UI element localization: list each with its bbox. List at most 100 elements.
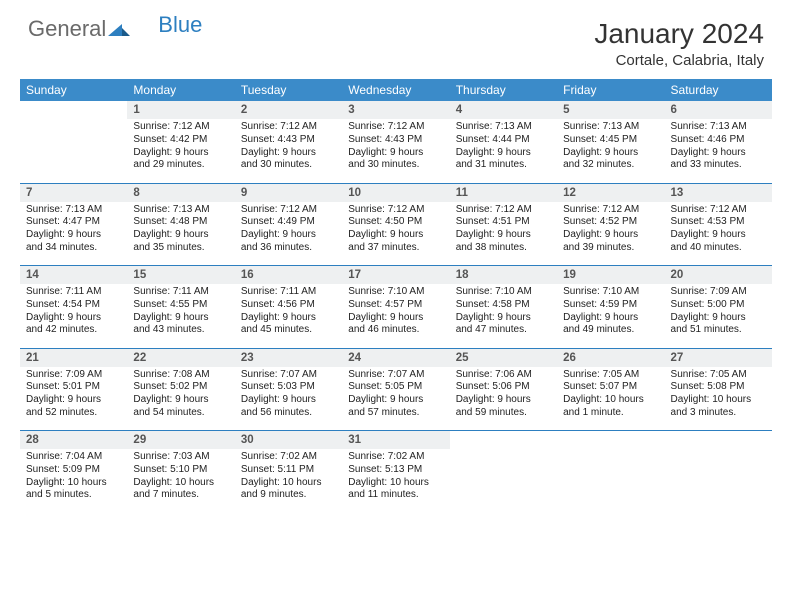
day-d2: and 34 minutes. [26,242,121,255]
day-d1: Daylight: 9 hours [348,394,443,407]
day-ss: Sunset: 4:52 PM [563,216,658,229]
day-ss: Sunset: 4:59 PM [563,299,658,312]
day-number-cell: 12 [557,183,664,202]
day-content-cell: Sunrise: 7:12 AMSunset: 4:43 PMDaylight:… [342,119,449,183]
day-d1: Daylight: 9 hours [133,394,228,407]
day-d1: Daylight: 9 hours [563,312,658,325]
day-number-cell: 9 [235,183,342,202]
day-d1: Daylight: 9 hours [456,229,551,242]
day-d2: and 54 minutes. [133,407,228,420]
day-sr: Sunrise: 7:13 AM [133,204,228,217]
month-title: January 2024 [594,18,764,50]
day-d1: Daylight: 10 hours [563,394,658,407]
day-d2: and 36 minutes. [241,242,336,255]
day-content-cell: Sunrise: 7:06 AMSunset: 5:06 PMDaylight:… [450,367,557,431]
day-d2: and 47 minutes. [456,324,551,337]
location: Cortale, Calabria, Italy [594,52,764,69]
day-d1: Daylight: 9 hours [348,229,443,242]
day-d2: and 7 minutes. [133,489,228,502]
day-d1: Daylight: 9 hours [456,312,551,325]
day-sr: Sunrise: 7:10 AM [456,286,551,299]
day-d2: and 11 minutes. [348,489,443,502]
day-d1: Daylight: 9 hours [241,147,336,160]
day-number-cell: 7 [20,183,127,202]
day-content-cell: Sunrise: 7:04 AMSunset: 5:09 PMDaylight:… [20,449,127,513]
day-d1: Daylight: 10 hours [133,477,228,490]
weekday-header: Wednesday [342,79,449,101]
day-sr: Sunrise: 7:11 AM [133,286,228,299]
day-content-cell: Sunrise: 7:12 AMSunset: 4:42 PMDaylight:… [127,119,234,183]
weekday-header: Tuesday [235,79,342,101]
day-content-cell: Sunrise: 7:07 AMSunset: 5:05 PMDaylight:… [342,367,449,431]
day-number-cell: 19 [557,266,664,285]
day-sr: Sunrise: 7:12 AM [456,204,551,217]
day-number-cell: 25 [450,348,557,367]
day-ss: Sunset: 4:57 PM [348,299,443,312]
day-content-cell: Sunrise: 7:10 AMSunset: 4:57 PMDaylight:… [342,284,449,348]
day-content-cell: Sunrise: 7:10 AMSunset: 4:58 PMDaylight:… [450,284,557,348]
day-sr: Sunrise: 7:12 AM [133,121,228,134]
day-content-cell: Sunrise: 7:02 AMSunset: 5:11 PMDaylight:… [235,449,342,513]
day-d1: Daylight: 9 hours [26,229,121,242]
daynum-row: 28293031 [20,431,772,450]
day-number-cell: 4 [450,101,557,119]
day-content-cell: Sunrise: 7:10 AMSunset: 4:59 PMDaylight:… [557,284,664,348]
day-number-cell: 31 [342,431,449,450]
day-number-cell: 15 [127,266,234,285]
day-number-cell: 24 [342,348,449,367]
day-ss: Sunset: 5:08 PM [671,381,766,394]
day-content-cell [557,449,664,513]
day-d2: and 1 minute. [563,407,658,420]
day-number-cell [20,101,127,119]
day-ss: Sunset: 4:50 PM [348,216,443,229]
content-row: Sunrise: 7:04 AMSunset: 5:09 PMDaylight:… [20,449,772,513]
day-content-cell: Sunrise: 7:03 AMSunset: 5:10 PMDaylight:… [127,449,234,513]
day-d1: Daylight: 9 hours [456,394,551,407]
day-number-cell [557,431,664,450]
day-sr: Sunrise: 7:12 AM [348,204,443,217]
content-row: Sunrise: 7:11 AMSunset: 4:54 PMDaylight:… [20,284,772,348]
day-content-cell: Sunrise: 7:13 AMSunset: 4:47 PMDaylight:… [20,202,127,266]
day-sr: Sunrise: 7:13 AM [456,121,551,134]
day-ss: Sunset: 4:51 PM [456,216,551,229]
logo-text-2: Blue [158,14,202,36]
day-sr: Sunrise: 7:06 AM [456,369,551,382]
day-number-cell: 5 [557,101,664,119]
day-content-cell: Sunrise: 7:13 AMSunset: 4:44 PMDaylight:… [450,119,557,183]
day-d2: and 32 minutes. [563,159,658,172]
day-ss: Sunset: 5:10 PM [133,464,228,477]
day-d2: and 30 minutes. [241,159,336,172]
day-number-cell: 8 [127,183,234,202]
day-content-cell: Sunrise: 7:13 AMSunset: 4:45 PMDaylight:… [557,119,664,183]
day-sr: Sunrise: 7:08 AM [133,369,228,382]
day-d2: and 42 minutes. [26,324,121,337]
day-number-cell: 14 [20,266,127,285]
day-d2: and 9 minutes. [241,489,336,502]
day-number-cell: 1 [127,101,234,119]
daynum-row: 14151617181920 [20,266,772,285]
day-ss: Sunset: 4:45 PM [563,134,658,147]
header: General Blue January 2024 Cortale, Calab… [0,0,792,73]
day-sr: Sunrise: 7:12 AM [563,204,658,217]
day-d1: Daylight: 10 hours [348,477,443,490]
day-d1: Daylight: 9 hours [671,229,766,242]
day-d1: Daylight: 9 hours [26,394,121,407]
day-sr: Sunrise: 7:07 AM [241,369,336,382]
day-number-cell: 22 [127,348,234,367]
title-block: January 2024 Cortale, Calabria, Italy [594,18,764,69]
day-number-cell: 26 [557,348,664,367]
day-d1: Daylight: 9 hours [348,147,443,160]
day-ss: Sunset: 5:00 PM [671,299,766,312]
day-sr: Sunrise: 7:03 AM [133,451,228,464]
day-number-cell: 3 [342,101,449,119]
day-content-cell: Sunrise: 7:09 AMSunset: 5:01 PMDaylight:… [20,367,127,431]
day-d2: and 49 minutes. [563,324,658,337]
day-number-cell: 18 [450,266,557,285]
day-d2: and 52 minutes. [26,407,121,420]
day-d2: and 56 minutes. [241,407,336,420]
logo-text-1: General [28,18,106,40]
day-ss: Sunset: 4:44 PM [456,134,551,147]
day-d2: and 39 minutes. [563,242,658,255]
day-sr: Sunrise: 7:05 AM [563,369,658,382]
day-content-cell: Sunrise: 7:09 AMSunset: 5:00 PMDaylight:… [665,284,772,348]
